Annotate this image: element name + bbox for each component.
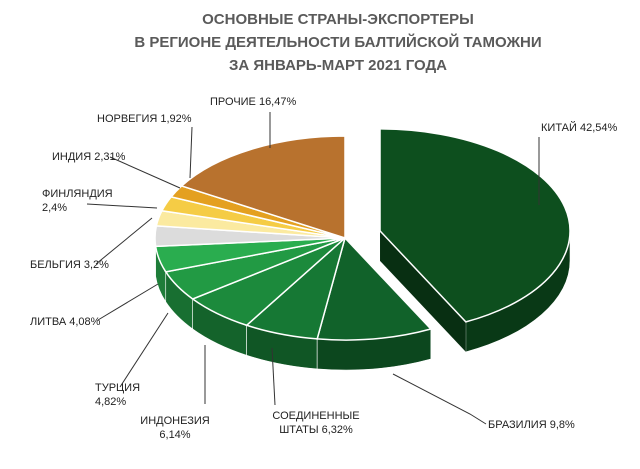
pie-slice: [316, 236, 433, 341]
data-label: ИНДОНЕЗИЯ: [140, 415, 209, 427]
chart-title-line: ЗА ЯНВАРЬ-МАРТ 2021 ГОДА: [229, 57, 447, 74]
data-label: 6,14%: [159, 429, 190, 441]
leader-line: [189, 126, 193, 179]
leader-line: [86, 203, 158, 209]
leader-line: [119, 312, 169, 388]
pie-slice-tops: [154, 128, 571, 341]
leader-line: [109, 156, 181, 189]
data-label: 4,82%: [95, 396, 126, 408]
leader-line: [97, 283, 159, 321]
pie-slice-sides: [154, 230, 571, 371]
data-label: 2,4%: [42, 202, 67, 214]
data-label: ИНДИЯ 2,31%: [52, 151, 126, 163]
data-label: ТУРЦИЯ: [95, 382, 140, 394]
data-label: ШТАТЫ 6,32%: [279, 424, 353, 436]
data-labels: КИТАЙ 42,54% БРАЗИЛИЯ 9,8% СОЕДИНЕННЫЕ ШТАТ…: [30, 96, 617, 441]
leader-line: [95, 217, 153, 265]
leader-line: [392, 373, 487, 425]
data-label: СОЕДИНЕННЫЕ: [272, 410, 359, 422]
data-label: ПРОЧИЕ 16,47%: [210, 96, 296, 108]
data-label: БЕЛЬГИЯ 3,2%: [30, 259, 109, 271]
data-label: ФИНЛЯНДИЯ: [42, 188, 113, 200]
data-label: КИТАЙ 42,54%: [541, 121, 617, 134]
leader-line: [271, 347, 276, 406]
data-label: ЛИТВА 4,08%: [30, 316, 101, 328]
chart-title-line: В РЕГИОНЕ ДЕЯТЕЛЬНОСТИ БАЛТИЙСКОЙ ТАМОЖН…: [134, 33, 541, 51]
chart-title-line: ОСНОВНЫЕ СТРАНЫ-ЭКСПОРТЕРЫ: [202, 11, 474, 28]
pie-slice-cut-face: [380, 230, 466, 352]
pie-slice: [379, 128, 571, 323]
pie-slice: [180, 135, 346, 240]
data-label: БРАЗИЛИЯ 9,8%: [488, 419, 575, 431]
chart-title: ОСНОВНЫЕ СТРАНЫ-ЭКСПОРТЕРЫ В РЕГИОНЕ ДЕЯТ…: [134, 11, 541, 74]
data-label: НОРВЕГИЯ 1,92%: [97, 113, 192, 125]
